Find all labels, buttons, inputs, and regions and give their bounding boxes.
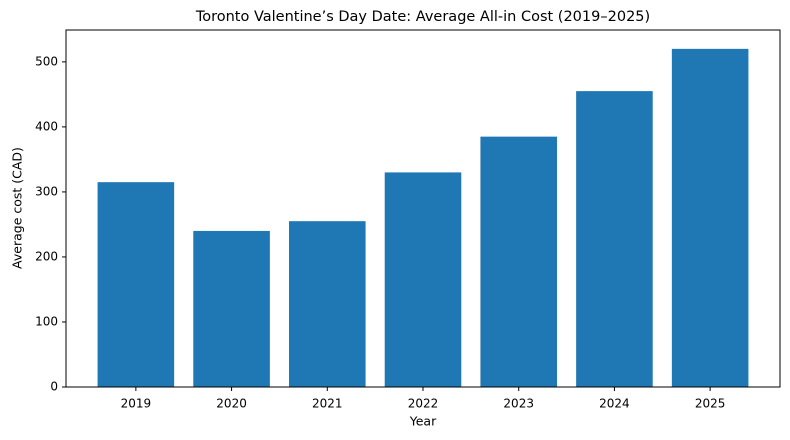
y-tick-label: 200 [35,249,58,263]
y-tick-label: 300 [35,184,58,198]
y-tick-label: 0 [50,380,58,394]
bar [480,136,557,387]
bar [97,182,175,387]
y-tick-label: 100 [35,314,58,328]
bar [193,230,270,387]
x-tick-label: 2020 [216,397,247,411]
y-tick-label: 500 [35,54,58,68]
x-tick-label: 2019 [121,397,152,411]
bar [671,48,749,388]
x-tick-label: 2021 [312,397,343,411]
x-axis-label: Year [409,414,437,429]
y-tick-label: 400 [35,119,58,133]
x-tick-label: 2023 [503,397,534,411]
bar [289,221,366,387]
x-tick-label: 2022 [408,397,439,411]
chart-title: Toronto Valentine’s Day Date: Average Al… [195,9,650,25]
plot-frame [65,29,781,388]
y-axis-label: Average cost (CAD) [10,147,25,269]
bar [576,91,653,388]
bar [384,172,462,387]
x-tick-label: 2024 [599,397,630,411]
x-tick-label: 2025 [695,397,726,411]
